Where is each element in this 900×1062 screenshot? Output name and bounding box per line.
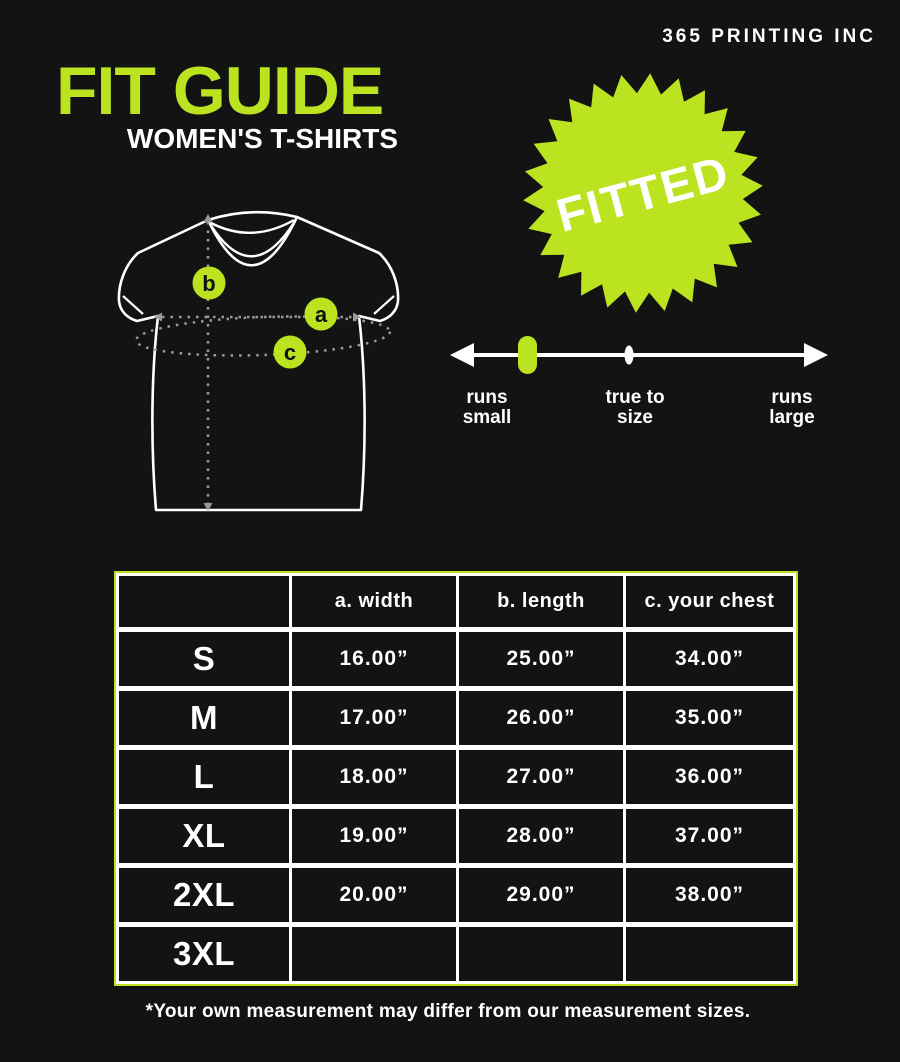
table-row: 2XL 20.00” 29.00” 38.00” [116,863,796,926]
chest-value: 38.00” [623,863,796,926]
page-subtitle: WOMEN'S T-SHIRTS [126,123,398,154]
scale-marker [518,336,537,374]
marker-b-letter: b [202,271,215,296]
scale-label-runs-large: runs large [769,387,815,428]
length-value: 29.00” [456,863,626,926]
scale-label-true-to-size: true to size [605,387,665,428]
collar-inner-line [208,220,297,258]
table-header-row: a. width b. length c. your chest [116,573,796,631]
table-row: L 18.00” 27.00” 36.00” [116,745,796,808]
length-arrow-bottom-icon [203,503,213,511]
size-label: 3XL [116,922,292,984]
marker-c: c [273,335,307,369]
marker-a: a [304,297,338,331]
chest-value: 34.00” [623,627,796,690]
table-row: XL 19.00” 28.00” 37.00” [116,804,796,867]
scale-label-runs-small: runs small [462,387,512,428]
column-header-length: b. length [456,573,626,631]
table-row: 3XL [116,922,796,984]
length-value: 27.00” [456,745,626,808]
width-value: 19.00” [289,804,459,867]
brand-name: 365 PRINTING INC [662,26,876,47]
scale-center-dot [624,345,634,365]
table-row: S 16.00” 25.00” 34.00” [116,627,796,690]
column-header-chest: c. your chest [623,573,796,631]
size-table: a. width b. length c. your chest S 16.00… [114,571,798,986]
size-label: 2XL [116,863,292,926]
marker-b: b [192,266,226,300]
chest-value [623,922,796,984]
tshirt-outline-icon [117,210,400,512]
width-value: 20.00” [289,863,459,926]
chest-value: 35.00” [623,686,796,749]
size-label: XL [116,804,292,867]
marker-a-letter: a [315,302,328,327]
size-label: M [116,686,292,749]
width-value: 17.00” [289,686,459,749]
scale-arrow-right-icon [804,343,828,367]
width-value: 16.00” [289,627,459,690]
footnote: *Your own measurement may differ from ou… [145,1001,751,1022]
length-value [456,922,626,984]
column-header-size [116,573,292,631]
width-value: 18.00” [289,745,459,808]
fit-scale-arrow [450,336,828,374]
scale-arrow-left-icon [450,343,474,367]
size-label: S [116,627,292,690]
width-value [289,922,459,984]
starburst-icon [523,73,763,313]
tshirt-diagram: b a c [117,210,400,512]
chest-measure-ellipse [134,315,392,357]
chest-value: 37.00” [623,804,796,867]
column-header-width: a. width [289,573,459,631]
table-row: M 17.00” 26.00” 35.00” [116,686,796,749]
length-arrow-top-icon [203,214,213,222]
right-cuff-line [373,295,395,315]
length-value: 28.00” [456,804,626,867]
fitted-badge: FITTED [521,71,765,315]
length-value: 25.00” [456,627,626,690]
collar-outer-line [206,216,299,267]
marker-c-letter: c [284,340,296,365]
page-title: FIT GUIDE [56,53,384,129]
length-value: 26.00” [456,686,626,749]
chest-value: 36.00” [623,745,796,808]
size-label: L [116,745,292,808]
width-arrow-left-icon [154,312,162,322]
collar-back-line [210,218,295,234]
left-cuff-line [122,295,144,315]
